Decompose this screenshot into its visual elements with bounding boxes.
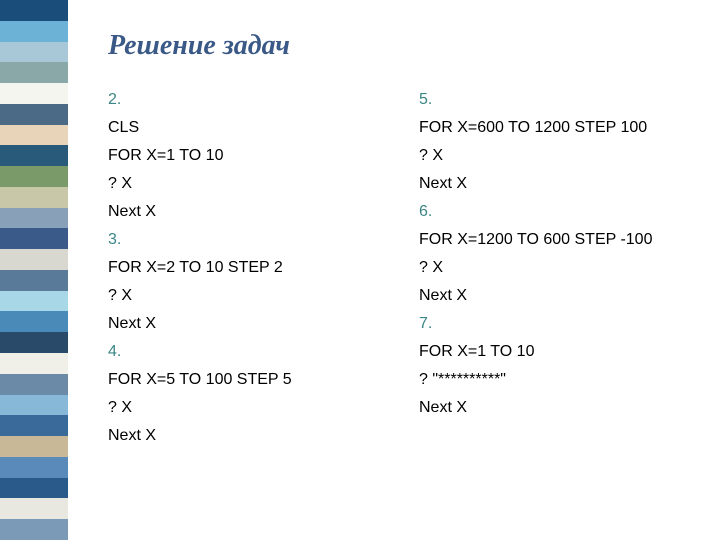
code-line: FOR X=600 TO 1200 STEP 100 [419,114,680,142]
code-line: Next X [419,282,680,310]
sidebar-stripe [0,166,68,187]
block-number: 6. [419,198,680,226]
block-number: 5. [419,86,680,114]
block-number: 3. [108,226,369,254]
sidebar-stripe [0,374,68,395]
sidebar-stripe [0,104,68,125]
slide-content: Решение задач 2.CLSFOR X=1 TO 10? XNext … [68,0,720,540]
code-line: ? X [419,254,680,282]
block-number: 7. [419,310,680,338]
sidebar-stripe [0,436,68,457]
sidebar-stripe [0,125,68,146]
code-line: Next X [108,422,369,450]
code-line: FOR X=1 TO 10 [419,338,680,366]
sidebar-stripe [0,187,68,208]
code-line: Next X [108,198,369,226]
sidebar-stripe [0,228,68,249]
sidebar-stripe [0,0,68,21]
code-line: Next X [419,394,680,422]
sidebar-stripe [0,62,68,83]
code-line: FOR X=1 TO 10 [108,142,369,170]
code-line: ? X [108,394,369,422]
sidebar-stripe [0,291,68,312]
sidebar-stripe [0,457,68,478]
code-line: FOR X=5 TO 100 STEP 5 [108,366,369,394]
code-line: CLS [108,114,369,142]
code-line: ? "**********" [419,366,680,394]
sidebar-stripe [0,42,68,63]
sidebar-stripe [0,311,68,332]
code-line: ? X [419,142,680,170]
code-line: Next X [108,310,369,338]
code-line: Next X [419,170,680,198]
right-column: 5.FOR X=600 TO 1200 STEP 100? XNext X6.F… [419,86,680,450]
code-line: FOR X=1200 TO 600 STEP -100 [419,226,680,254]
sidebar-stripe [0,519,68,540]
sidebar-stripe [0,249,68,270]
slide-title: Решение задач [108,30,680,62]
sidebar-stripe [0,21,68,42]
sidebar-stripe [0,353,68,374]
code-line: FOR X=2 TO 10 STEP 2 [108,254,369,282]
sidebar-stripe [0,395,68,416]
sidebar-stripe [0,498,68,519]
sidebar-stripe [0,83,68,104]
columns-container: 2.CLSFOR X=1 TO 10? XNext X3.FOR X=2 TO … [108,86,680,450]
sidebar-stripe [0,270,68,291]
sidebar-stripe [0,208,68,229]
code-line: ? X [108,170,369,198]
code-line: ? X [108,282,369,310]
sidebar-stripe [0,332,68,353]
sidebar-stripe [0,415,68,436]
block-number: 4. [108,338,369,366]
sidebar-stripe [0,478,68,499]
sidebar-stripe [0,145,68,166]
block-number: 2. [108,86,369,114]
left-column: 2.CLSFOR X=1 TO 10? XNext X3.FOR X=2 TO … [108,86,369,450]
decorative-sidebar [0,0,68,540]
